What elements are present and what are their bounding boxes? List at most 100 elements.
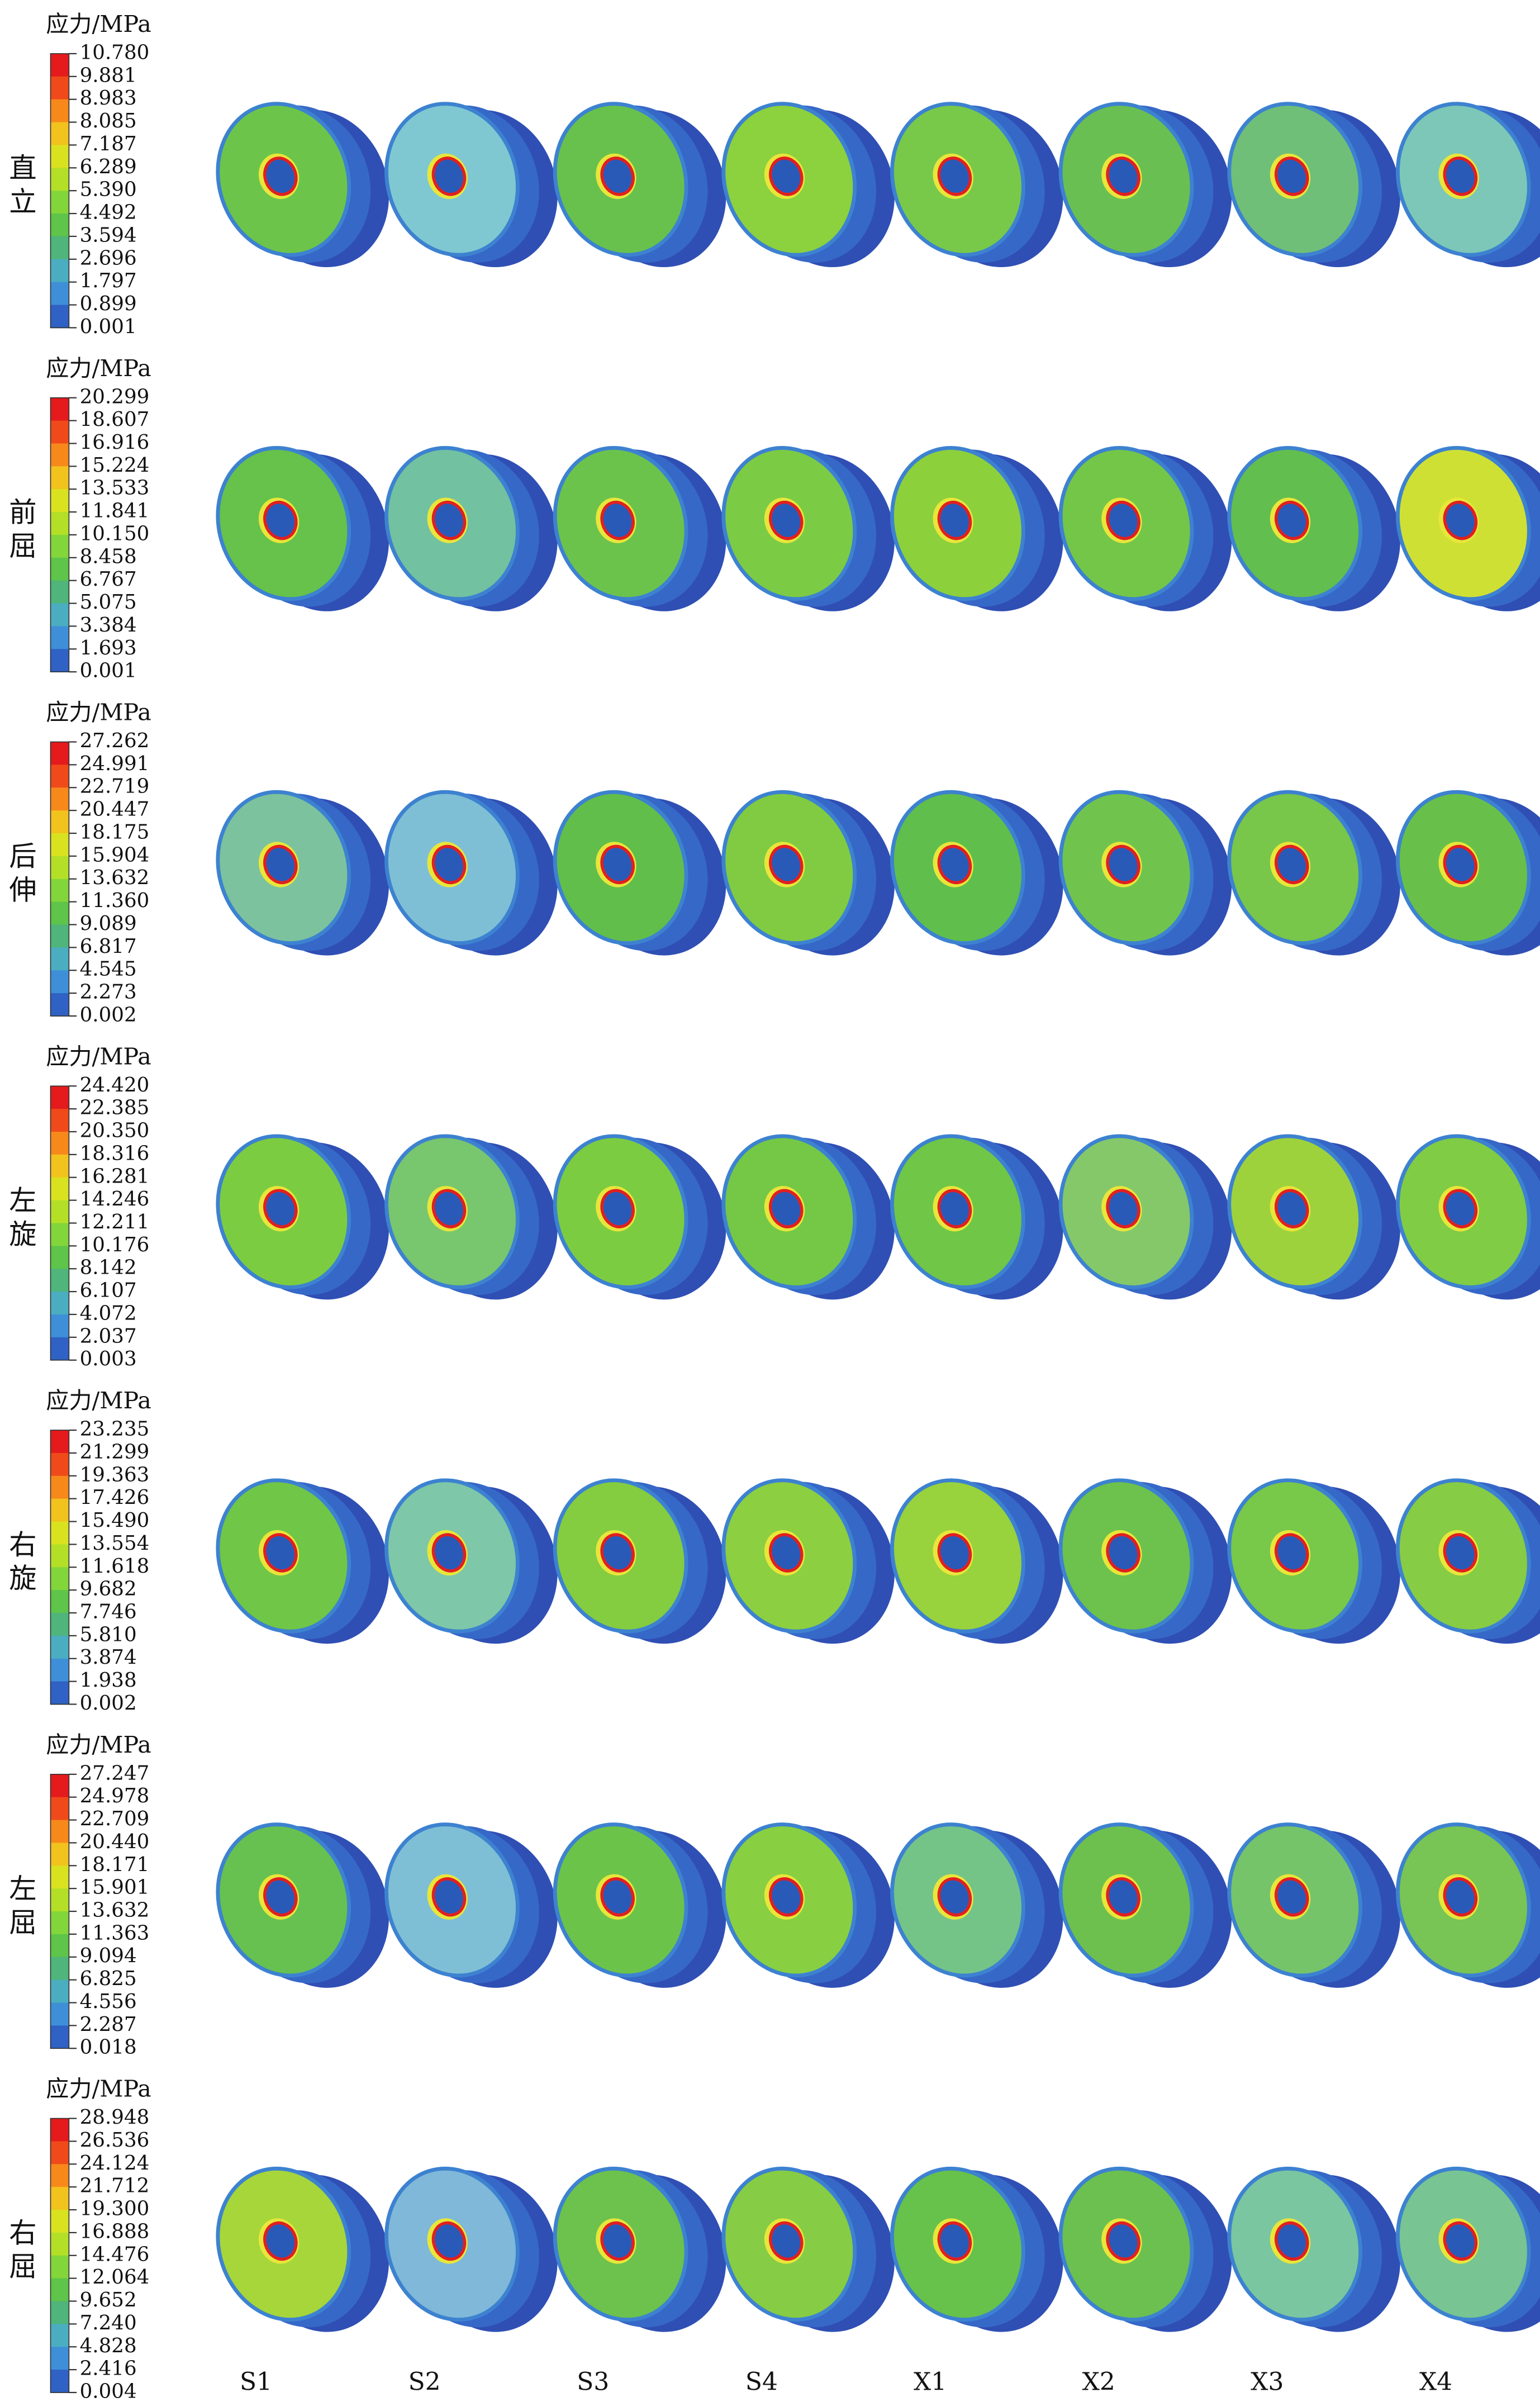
legend-band [50,1567,69,1591]
legend-value: 0.004 [80,2380,137,2402]
hole [937,1877,972,1917]
legend-value: 18.316 [80,1142,150,1165]
legend-value: 22.385 [80,1096,150,1119]
hole [937,2221,972,2261]
cylinder [1396,2166,1540,2332]
legend-value: 14.246 [80,1188,150,1211]
legend-value: 8.085 [80,110,137,132]
legend-value: 27.262 [80,729,150,752]
row-label: 左屈 [4,1874,37,1941]
hole [1275,2221,1309,2261]
legend-value: 0.002 [80,1692,137,1715]
legend-value: 19.363 [80,1463,150,1486]
hole [937,1533,972,1573]
legend-title: 应力/MPa [46,355,151,382]
hole [431,2221,467,2261]
legend-value: 21.712 [80,2175,150,2197]
legend-band [50,1658,69,1682]
cylinder [1058,1478,1232,1644]
legend-band [50,2324,69,2348]
legend-band [50,2025,69,2049]
cylinder [384,2166,558,2332]
hole [1106,1877,1140,1917]
legend-band [50,649,69,673]
legend-band [50,397,69,421]
row-label: 右屈 [4,2218,37,2286]
cylinder [553,1134,726,1300]
legend-band [50,787,69,811]
column-label: X2 [1082,2368,1115,2396]
hole [1275,1189,1309,1228]
hole [1275,1877,1309,1917]
legend-value: 15.224 [80,454,150,477]
legend-band [50,145,69,169]
hole [1106,1189,1140,1228]
hole [431,844,467,885]
hole [1443,1533,1478,1573]
legend-value: 8.458 [80,545,137,568]
legend-band [50,213,69,237]
legend-band [50,1934,69,1958]
hole [263,1877,298,1917]
cylinder [216,102,389,268]
legend-value: 3.874 [80,1646,137,1669]
hole [937,1189,972,1228]
cylinder [1227,102,1400,268]
legend-value: 16.281 [80,1165,150,1188]
legend-value: 2.287 [80,2013,137,2036]
cylinder [1396,446,1540,611]
legend-band [50,2164,69,2188]
legend-value: 24.124 [80,2152,150,2175]
legend-value: 11.618 [80,1555,150,1578]
legend-value: 1.693 [80,637,137,659]
column-label: X1 [914,2368,947,2396]
legend-value: 0.899 [80,292,137,315]
legend-value: 9.881 [80,64,137,87]
cylinder [1058,790,1232,956]
legend-band [50,1132,69,1155]
legend-band [50,1269,69,1292]
cylinder [1396,1822,1540,1988]
legend-band [50,489,69,512]
hole [600,156,635,196]
cylinder [216,446,389,611]
legend-value: 24.420 [80,1074,150,1096]
legend-value: 9.089 [80,912,137,935]
legend-band [50,191,69,214]
legend-title: 应力/MPa [46,1731,151,1758]
hole [1275,1533,1309,1573]
hole [1443,844,1478,885]
legend-value: 16.916 [80,431,150,454]
legend-band [50,1292,69,1315]
cylinder [553,102,726,268]
legend-band [50,1797,69,1821]
legend-value: 4.545 [80,958,137,981]
hole [263,844,298,885]
cylinder [890,2166,1063,2332]
cylinder [1227,1478,1400,1644]
legend-band [50,2347,69,2370]
legend-value: 6.767 [80,568,137,591]
legend-value: 22.709 [80,1807,150,1830]
hole [600,844,635,885]
cylinder [553,790,726,956]
legend-band [50,2278,69,2302]
legend-band [50,993,69,1017]
legend-band [50,1820,69,1844]
cylinder [721,1822,895,1988]
legend-value: 9.682 [80,1578,137,1601]
hole [1275,501,1309,540]
legend-value: 4.492 [80,201,137,224]
hole [1106,1533,1140,1573]
hole [600,1533,635,1573]
legend-value: 6.107 [80,1279,137,1302]
hole [431,1533,467,1573]
cylinder [1396,102,1540,268]
cylinder [721,790,895,956]
hole [1443,1189,1478,1228]
legend-value: 2.416 [80,2357,137,2380]
cylinder [1396,1134,1540,1300]
hole [431,1189,467,1228]
legend-band [50,1452,69,1477]
hole [1106,501,1140,540]
